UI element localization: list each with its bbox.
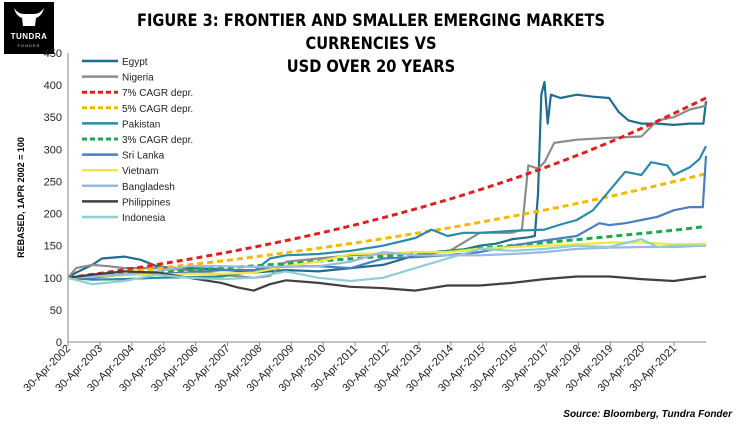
y-tick-label: 200 (44, 209, 62, 221)
y-tick-label: 50 (50, 305, 62, 317)
legend-label: 7% CAGR depr. (122, 88, 193, 99)
y-tick-label: 0 (56, 337, 62, 349)
y-tick-label: 450 (44, 48, 62, 60)
y-tick-label: 100 (44, 273, 62, 285)
legend-label: Philippines (122, 197, 170, 208)
legend-label: Vietnam (122, 166, 159, 177)
y-tick-label: 400 (44, 80, 62, 92)
chart-title-line-2: USD OVER 20 YEARS (286, 57, 456, 77)
legend-label: Egypt (122, 57, 148, 68)
series-line-pakistan (67, 145, 707, 281)
legend-label: Sri Lanka (122, 151, 165, 162)
y-tick-label: 250 (44, 176, 62, 188)
tundra-logo: TUNDRA FONDER (4, 2, 54, 54)
y-axis-label: REBASED, 1APR 2002 = 100 (16, 137, 26, 258)
y-tick-label: 300 (44, 144, 62, 156)
legend-label: Pakistan (122, 119, 160, 130)
chart-legend: Egypt Nigeria 7% CAGR depr. 5% CAGR depr. Pa… (82, 57, 193, 224)
legend-label: Bangladesh (122, 182, 175, 193)
y-tick-label: 350 (44, 112, 62, 124)
logo-subtext: FONDER (17, 43, 41, 48)
source-note: Source: Bloomberg, Tundra Fonder (563, 409, 732, 420)
series-line-3-cagr-depr (67, 224, 707, 280)
legend-label: 3% CAGR depr. (122, 135, 193, 146)
logo-text: TUNDRA (10, 32, 48, 41)
series-line-bangladesh (67, 244, 707, 279)
series-line-indonesia (67, 238, 706, 286)
chart-title: FIGURE 3: FRONTIER AND SMALLER EMERGING … (100, 10, 642, 79)
chart-title-line-1: FIGURE 3: FRONTIER AND SMALLER EMERGING … (136, 11, 606, 54)
chart-axes: 05010015020025030035040045030-Apr-200230… (16, 48, 706, 394)
chart-series (67, 80, 708, 292)
legend-label: Indonesia (122, 213, 166, 224)
y-tick-label: 150 (44, 241, 62, 253)
bull-icon (14, 8, 44, 26)
legend-label: Nigeria (122, 73, 154, 84)
series-line-5-cagr-depr (67, 172, 707, 280)
legend-label: 5% CAGR depr. (122, 104, 193, 115)
